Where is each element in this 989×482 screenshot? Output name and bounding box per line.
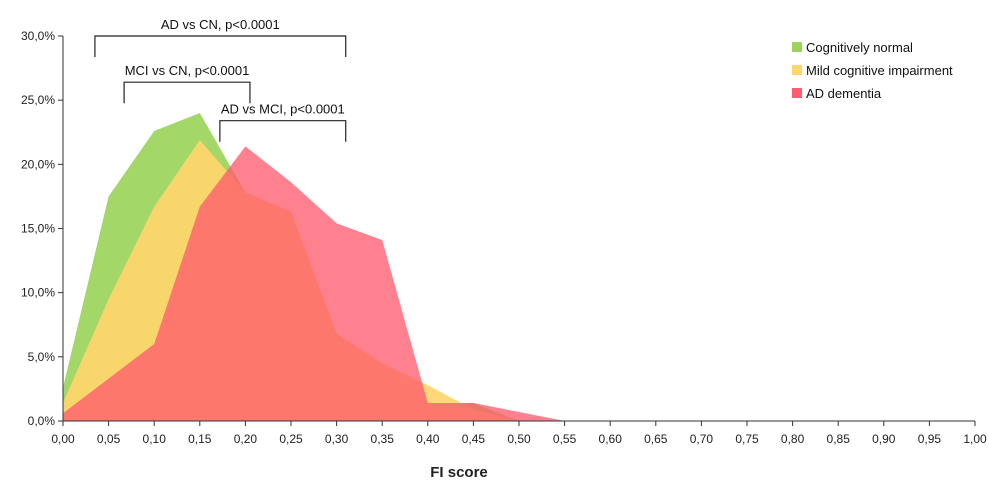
x-tick-label: 0,50: [507, 432, 531, 446]
y-tick-label: 0,0%: [28, 414, 56, 428]
legend-label: Cognitively normal: [806, 40, 913, 55]
x-tick-label: 0,80: [781, 432, 805, 446]
x-tick-label: 0,55: [553, 432, 577, 446]
x-tick-label: 0,40: [416, 432, 440, 446]
x-tick-label: 0,00: [51, 432, 75, 446]
y-tick-label: 25,0%: [21, 93, 55, 107]
legend-swatch: [792, 65, 802, 75]
y-tick-label: 5,0%: [28, 350, 56, 364]
series-areas: [63, 113, 565, 421]
x-tick-label: 0,35: [371, 432, 395, 446]
x-tick-label: 0,45: [462, 432, 486, 446]
bracket-label: AD vs MCI, p<0.0001: [221, 102, 345, 117]
y-tick-label: 20,0%: [21, 157, 55, 171]
y-tick-label: 10,0%: [21, 286, 55, 300]
y-tick-label: 30,0%: [21, 29, 55, 43]
legend-swatch: [792, 88, 802, 98]
bracket-label: MCI vs CN, p<0.0001: [125, 63, 250, 78]
area-ad-dementia: [63, 146, 565, 421]
legend: Cognitively normal Mild cognitive impairm…: [792, 40, 953, 101]
x-tick-label: 0,70: [690, 432, 714, 446]
x-tick-label: 0,25: [279, 432, 303, 446]
x-tick-label: 0,30: [325, 432, 349, 446]
x-tick-label: 0,90: [872, 432, 896, 446]
axes: 0,00 0,05 0,10 0,15 0,20 0,25 0,30 0,35 0,40 0,45…: [21, 29, 987, 446]
x-tick-label: 0,15: [188, 432, 212, 446]
significance-bracket: [123, 81, 251, 104]
x-tick-label: 1,00: [963, 432, 987, 446]
legend-label: AD dementia: [806, 86, 882, 101]
legend-swatch: [792, 42, 802, 52]
legend-label: Mild cognitive impairment: [806, 63, 953, 78]
x-tick-label: 0,65: [644, 432, 668, 446]
x-tick-label: 0,20: [234, 432, 258, 446]
significance-bracket: [94, 35, 347, 57]
x-tick-label: 0,60: [599, 432, 623, 446]
x-tick-label: 0,85: [827, 432, 851, 446]
significance-brackets: AD vs CN, p<0.0001 MCI vs CN, p<0.0001 AD …: [94, 17, 347, 142]
x-axis-title: FI score: [430, 464, 488, 481]
x-tick-label: 0,95: [918, 432, 942, 446]
bracket-label: AD vs CN, p<0.0001: [161, 17, 280, 32]
y-tick-label: 15,0%: [21, 222, 55, 236]
x-tick-label: 0,75: [735, 432, 759, 446]
x-tick-label: 0,05: [97, 432, 121, 446]
x-tick-label: 0,10: [143, 432, 167, 446]
significance-bracket: [219, 120, 347, 142]
